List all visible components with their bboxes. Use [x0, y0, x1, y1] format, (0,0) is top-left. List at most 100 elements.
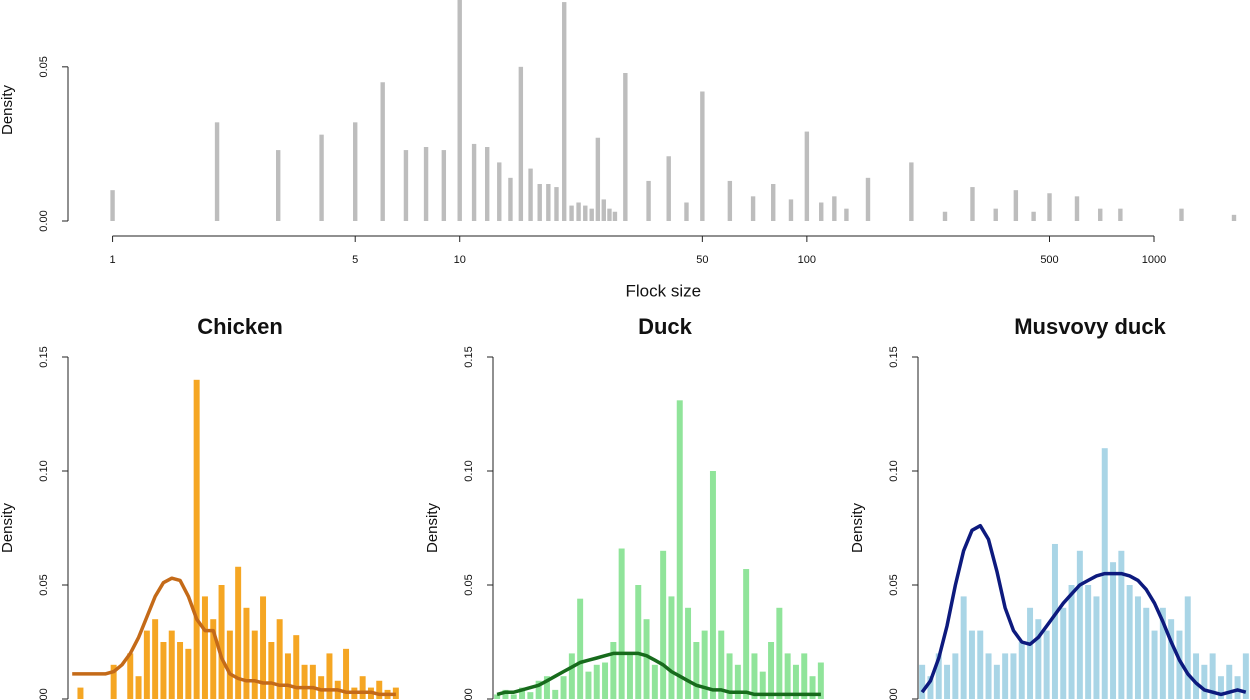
- y-axis-label: Density: [424, 502, 441, 553]
- bar: [1076, 550, 1083, 699]
- x-tick-label: 10: [454, 254, 466, 266]
- bar: [210, 619, 217, 699]
- bar: [235, 566, 242, 699]
- bar: [471, 143, 477, 221]
- y-tick-label: 0.05: [463, 574, 475, 595]
- bar: [318, 676, 325, 699]
- bar: [1234, 676, 1241, 699]
- x-tick-label: 500: [1040, 254, 1058, 266]
- x-tick-label: 100: [798, 254, 816, 266]
- bar: [792, 664, 799, 699]
- bar: [185, 648, 192, 699]
- bar: [569, 205, 574, 221]
- bar: [1231, 214, 1237, 221]
- bar: [160, 642, 167, 699]
- bar: [977, 630, 984, 699]
- bar: [1068, 585, 1075, 699]
- bar: [788, 199, 794, 221]
- bar: [909, 162, 914, 221]
- bar: [1179, 208, 1184, 221]
- bar: [502, 689, 509, 699]
- bar: [607, 208, 612, 221]
- bar: [804, 131, 810, 221]
- bar: [353, 122, 358, 221]
- bar: [1060, 607, 1067, 699]
- y-tick-label: 0.05: [38, 56, 50, 77]
- bar: [1002, 653, 1009, 699]
- y-tick-label: 0.15: [38, 346, 50, 367]
- bar: [960, 596, 967, 699]
- panel-title: Duck: [638, 314, 693, 339]
- y-tick-label: 0.15: [888, 346, 900, 367]
- bar: [660, 550, 667, 699]
- bar: [380, 82, 385, 221]
- bar: [817, 662, 824, 699]
- bar: [935, 653, 942, 699]
- bar: [552, 689, 559, 699]
- bar: [1018, 642, 1025, 699]
- bar: [457, 0, 462, 221]
- bar: [260, 596, 267, 699]
- bar: [727, 180, 733, 221]
- bar: [646, 180, 651, 221]
- bar: [562, 2, 567, 222]
- bar: [535, 680, 542, 699]
- bar: [376, 680, 383, 699]
- bar: [560, 676, 567, 699]
- bar: [251, 630, 258, 699]
- bar: [527, 692, 534, 699]
- bar: [1201, 664, 1208, 699]
- bar: [519, 687, 526, 699]
- bar: [497, 162, 502, 221]
- bar: [1074, 196, 1080, 221]
- bar: [610, 642, 617, 699]
- bar: [218, 585, 225, 699]
- bar: [919, 664, 926, 699]
- bar: [441, 150, 447, 221]
- bar: [784, 653, 791, 699]
- bar: [1184, 596, 1191, 699]
- bar: [127, 653, 134, 699]
- bar: [1193, 653, 1200, 699]
- bar: [668, 596, 675, 699]
- y-tick-label: 0.00: [463, 688, 475, 700]
- bar: [1176, 630, 1183, 699]
- panel-title: Musvovy duck: [1014, 314, 1166, 339]
- bar: [214, 122, 220, 221]
- bar: [326, 653, 333, 699]
- bar: [1031, 211, 1036, 221]
- bar: [494, 694, 501, 699]
- bar: [684, 202, 689, 221]
- bar: [1110, 562, 1117, 699]
- bar: [844, 208, 849, 221]
- bar: [284, 653, 291, 699]
- x-tick-label: 1000: [1142, 254, 1166, 266]
- bar: [1093, 596, 1100, 699]
- bar: [701, 630, 708, 699]
- bar: [676, 400, 683, 699]
- bar: [1118, 208, 1123, 221]
- bar: [1047, 193, 1052, 221]
- bar: [832, 196, 837, 221]
- bar: [276, 150, 281, 221]
- y-tick-label: 0.05: [888, 574, 900, 595]
- bar: [423, 147, 429, 221]
- bar: [635, 585, 642, 699]
- bar: [276, 619, 283, 699]
- bar: [1118, 550, 1125, 699]
- bar: [293, 635, 300, 699]
- bar: [771, 184, 776, 221]
- bar: [152, 619, 159, 699]
- panel-title: Chicken: [197, 314, 283, 339]
- bar: [709, 471, 716, 699]
- bar: [177, 642, 184, 699]
- bar: [927, 676, 934, 699]
- bar: [759, 671, 766, 699]
- bar: [1035, 619, 1042, 699]
- bar: [865, 177, 871, 221]
- bar: [1226, 664, 1233, 699]
- bar: [612, 211, 618, 221]
- y-tick-label: 0.10: [38, 460, 50, 481]
- bar: [809, 676, 816, 699]
